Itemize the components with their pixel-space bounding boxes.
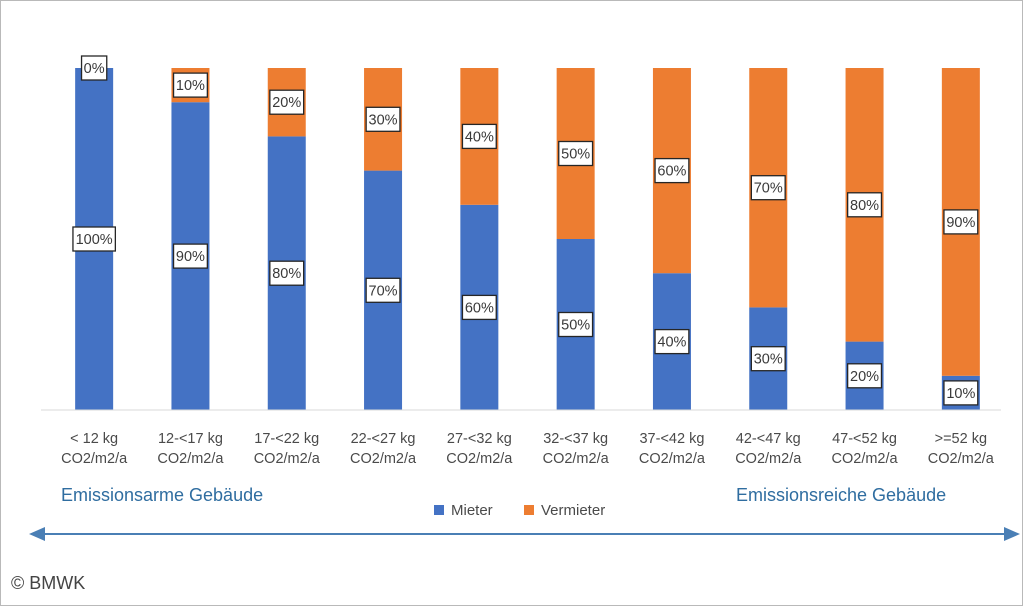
data-label-mieter-3-box (365, 277, 401, 303)
data-labels-group: 0% 100% 10% 90% 20% 80% 30% 70% 40% 60% 50% 50% 60% 4… (72, 55, 979, 406)
annotation-right: Emissionsreiche Gebäude (736, 485, 946, 505)
data-label-mieter-7-box (750, 346, 786, 372)
data-label-vermieter-7-text: 70% (754, 181, 783, 197)
data-label-mieter-9-text: 10% (946, 386, 975, 402)
data-label-vermieter-1-text: 10% (176, 78, 205, 94)
copyright-text: © BMWK (11, 573, 85, 593)
data-label-mieter-0: 100% (72, 226, 116, 252)
data-label-vermieter-3: 30% (365, 106, 401, 132)
data-label-mieter-0-text: 100% (76, 232, 113, 248)
legend: Mieter Vermieter (434, 502, 605, 519)
data-label-mieter-0-box (72, 226, 116, 252)
annotation-left: Emissionsarme Gebäude (61, 485, 263, 505)
legend-label-mieter: Mieter (451, 502, 493, 519)
data-label-mieter-7-text: 30% (754, 352, 783, 368)
data-label-mieter-3-text: 70% (369, 283, 398, 299)
x-tick-label-3: 22-<27 kg CO2/m2/a (350, 431, 417, 467)
data-label-vermieter-7-box (750, 175, 786, 201)
data-label-vermieter-1-box (172, 72, 209, 98)
x-tick-label-4: 27-<32 kg CO2/m2/a (446, 431, 513, 467)
data-label-mieter-6: 40% (654, 328, 690, 355)
data-label-vermieter-6-box (654, 157, 690, 184)
data-label-mieter-8-box (847, 363, 883, 389)
data-label-vermieter-2-text: 20% (272, 95, 301, 111)
data-label-vermieter-5-text: 50% (561, 147, 590, 163)
x-tick-label-2: 17-<22 kg CO2/m2/a (254, 431, 321, 467)
arrow-head-left (29, 527, 45, 541)
data-label-vermieter-9-box (943, 209, 979, 235)
data-label-mieter-4: 60% (461, 294, 497, 321)
legend-swatch-vermieter (524, 505, 534, 515)
x-tick-label-7: 42-<47 kg CO2/m2/a (735, 431, 802, 467)
data-label-vermieter-3-text: 30% (369, 112, 398, 128)
x-axis-labels: < 12 kg CO2/m2/a 12-<17 kg CO2/m2/a 17-<22 k… (61, 431, 995, 467)
data-label-vermieter-0-box (80, 55, 108, 81)
x-tick-label-1: 12-<17 kg CO2/m2/a (157, 431, 224, 467)
data-label-vermieter-5: 50% (558, 140, 594, 167)
data-label-mieter-6-box (654, 328, 690, 355)
data-label-mieter-1-text: 90% (176, 249, 205, 265)
data-label-mieter-2-box (269, 260, 305, 286)
data-label-mieter-2: 80% (269, 260, 305, 286)
x-tick-label-8: 47-<52 kg CO2/m2/a (832, 431, 899, 467)
data-label-mieter-4-text: 60% (465, 300, 494, 316)
data-label-vermieter-2: 20% (269, 89, 305, 115)
data-label-vermieter-0: 0% (80, 55, 108, 81)
data-label-vermieter-6: 60% (654, 157, 690, 184)
data-label-vermieter-9: 90% (943, 209, 979, 235)
x-tick-label-0: < 12 kg CO2/m2/a (61, 431, 128, 467)
data-label-vermieter-2-box (269, 89, 305, 115)
legend-label-vermieter: Vermieter (541, 502, 605, 519)
data-label-mieter-4-box (461, 294, 497, 321)
data-label-mieter-1: 90% (172, 243, 209, 269)
arrow-head-right (1004, 527, 1020, 541)
emission-arrow (29, 527, 1020, 541)
data-label-mieter-5-box (558, 311, 594, 338)
data-label-mieter-8: 20% (847, 363, 883, 389)
data-label-mieter-9-box (943, 380, 979, 406)
data-label-mieter-6-text: 40% (657, 335, 686, 351)
data-label-vermieter-4-box (461, 123, 497, 150)
data-label-vermieter-0-text: 0% (84, 61, 105, 77)
data-label-mieter-7: 30% (750, 346, 786, 372)
data-label-vermieter-8-text: 80% (850, 198, 879, 214)
data-label-vermieter-8-box (847, 192, 883, 218)
data-label-vermieter-5-box (558, 140, 594, 167)
x-tick-label-5: 32-<37 kg CO2/m2/a (543, 431, 610, 467)
data-label-mieter-1-box (172, 243, 209, 269)
data-label-vermieter-9-text: 90% (946, 215, 975, 231)
data-label-vermieter-8: 80% (847, 192, 883, 218)
x-tick-label-9: >=52 kg CO2/m2/a (928, 431, 995, 467)
data-label-vermieter-7: 70% (750, 175, 786, 201)
data-label-mieter-5: 50% (558, 311, 594, 338)
bars-group (75, 68, 980, 410)
data-label-mieter-2-text: 80% (272, 266, 301, 282)
data-label-mieter-9: 10% (943, 380, 979, 406)
data-label-vermieter-1: 10% (172, 72, 209, 98)
legend-swatch-mieter (434, 505, 444, 515)
data-label-mieter-5-text: 50% (561, 318, 590, 334)
data-label-mieter-3: 70% (365, 277, 401, 303)
x-tick-label-6: 37-<42 kg CO2/m2/a (639, 431, 706, 467)
data-label-vermieter-6-text: 60% (657, 164, 686, 180)
data-label-vermieter-3-box (365, 106, 401, 132)
data-label-mieter-8-text: 20% (850, 369, 879, 385)
data-label-vermieter-4-text: 40% (465, 129, 494, 145)
data-label-vermieter-4: 40% (461, 123, 497, 150)
